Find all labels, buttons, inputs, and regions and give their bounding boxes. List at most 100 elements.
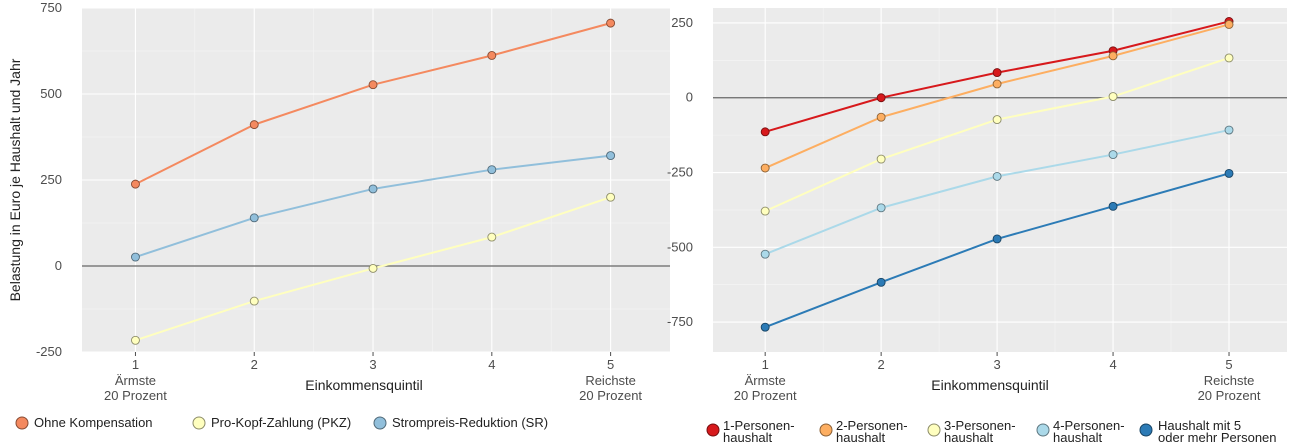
legend-label: haushalt	[836, 430, 886, 444]
data-point	[606, 192, 616, 202]
x-tick-sublabel: 20 Prozent	[579, 388, 642, 403]
data-point	[876, 203, 886, 213]
x-axis-title: Einkommensquintil	[305, 377, 423, 393]
y-tick-label: 750	[40, 0, 62, 15]
data-point	[249, 296, 259, 306]
legend-marker	[373, 416, 387, 430]
legend-marker	[1036, 423, 1050, 437]
y-tick-label: 500	[40, 86, 62, 101]
data-point	[1224, 20, 1234, 29]
x-tick-sublabel: Reichste	[1204, 373, 1255, 388]
legend-label: 4-Personen-	[1053, 418, 1125, 433]
legend-item-2: Pro-Kopf-Zahlung (PKZ)	[192, 415, 351, 430]
legend-label: oder mehr Personen	[1158, 430, 1277, 444]
data-point	[368, 184, 378, 194]
y-tick-label: 250	[40, 172, 62, 187]
x-tick-sublabel: 20 Prozent	[1198, 388, 1261, 403]
data-point	[368, 263, 378, 273]
legend-label: Strompreis-Reduktion (SR)	[392, 415, 548, 430]
data-point	[876, 154, 886, 164]
series-2	[760, 20, 1234, 173]
y-tick-label: 0	[55, 258, 62, 273]
data-point	[1108, 201, 1118, 211]
x-tick-label: 2	[251, 357, 258, 372]
x-tick-sublabel: Ärmste	[745, 373, 786, 388]
data-point	[992, 171, 1002, 181]
legend-label: 2-Personen-	[836, 418, 908, 433]
x-tick-label: 4	[1109, 357, 1116, 372]
legend-item-3: 3-Personen-haushalt	[927, 418, 1016, 444]
legend-marker	[927, 423, 941, 437]
legend-item-1: 1-Personen-haushalt	[706, 418, 795, 444]
data-point	[487, 165, 497, 175]
x-tick-sublabel: Reichste	[585, 373, 636, 388]
data-point	[606, 18, 616, 28]
data-point	[760, 127, 770, 137]
legend-label: haushalt	[723, 430, 773, 444]
data-point	[992, 79, 1002, 89]
data-point	[1224, 125, 1234, 135]
data-point	[760, 163, 770, 173]
data-point	[1108, 92, 1118, 101]
legend-label: haushalt	[944, 430, 994, 444]
x-tick-label: 3	[993, 357, 1000, 372]
data-point	[487, 232, 497, 242]
x-tick-sublabel: 20 Prozent	[104, 388, 167, 403]
y-tick-label: -250	[667, 165, 693, 180]
legend-item-4: 4-Personen-haushalt	[1036, 418, 1125, 444]
y-tick-label: -500	[667, 239, 693, 254]
data-point	[606, 151, 616, 161]
x-tick-label: 5	[607, 357, 614, 372]
data-point	[1224, 168, 1234, 178]
series-1	[131, 18, 616, 189]
y-axis-title: Belastung in Euro je Haushalt und Jahr	[7, 58, 23, 301]
series-5	[760, 168, 1234, 332]
legend-item-3: Strompreis-Reduktion (SR)	[373, 415, 548, 430]
legend-label: haushalt	[1053, 430, 1103, 444]
data-point	[876, 112, 886, 122]
series-2	[131, 192, 616, 345]
plot-background	[713, 8, 1287, 352]
legend-item-2: 2-Personen-haushalt	[819, 418, 908, 444]
x-tick-label: 1	[762, 357, 769, 372]
x-tick-label: 5	[1225, 357, 1232, 372]
y-tick-label: 250	[671, 15, 693, 30]
legend-label: 1-Personen-	[723, 418, 795, 433]
y-tick-label: 0	[686, 90, 693, 105]
series-3	[760, 53, 1234, 216]
data-point	[992, 115, 1002, 125]
data-point	[249, 120, 259, 130]
x-tick-label: 4	[488, 357, 495, 372]
legend-label: Pro-Kopf-Zahlung (PKZ)	[211, 415, 351, 430]
data-point	[876, 93, 886, 103]
legend-label: 3-Personen-	[944, 418, 1016, 433]
data-point	[249, 213, 259, 223]
legend-marker	[706, 423, 720, 437]
data-point	[760, 322, 770, 332]
legend-item-1: Ohne Kompensation	[15, 415, 153, 430]
x-axis-title: Einkommensquintil	[931, 377, 1049, 393]
data-point	[1108, 51, 1118, 61]
data-point	[487, 51, 497, 60]
x-tick-label: 2	[878, 357, 885, 372]
legend-label: Haushalt mit 5	[1158, 418, 1241, 433]
legend-marker	[15, 416, 29, 430]
x-tick-sublabel: 20 Prozent	[734, 388, 797, 403]
data-point	[1108, 150, 1118, 160]
series-4	[760, 125, 1234, 259]
legend-marker	[1139, 423, 1153, 437]
data-point	[131, 252, 140, 262]
legend-marker	[819, 423, 833, 437]
data-point	[368, 80, 378, 90]
data-point	[876, 277, 886, 287]
data-point	[760, 249, 770, 259]
legend-marker	[192, 416, 206, 430]
y-tick-label: -250	[36, 344, 62, 359]
data-point	[131, 179, 140, 189]
x-tick-sublabel: Ärmste	[115, 373, 156, 388]
x-tick-label: 3	[369, 357, 376, 372]
data-point	[992, 234, 1002, 244]
